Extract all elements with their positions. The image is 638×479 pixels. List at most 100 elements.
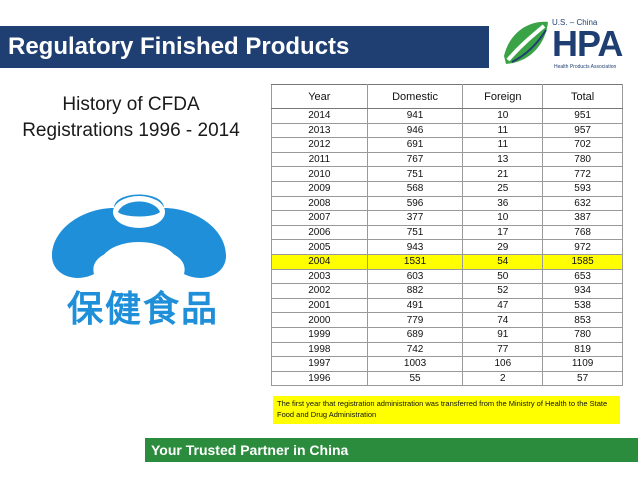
cfda-health-food-emblem: 保健食品 xyxy=(44,178,234,332)
cell-domestic: 377 xyxy=(366,210,464,226)
table-row: 2000 779 74 853 xyxy=(271,312,623,328)
cell-year: 1997 xyxy=(271,356,368,372)
cell-foreign: 11 xyxy=(462,123,544,139)
cell-year: 2013 xyxy=(271,123,368,139)
cell-year: 2012 xyxy=(271,137,368,153)
cell-total: 593 xyxy=(542,181,623,197)
cell-total: 934 xyxy=(542,283,623,299)
table-row: 2004 1531 54 1585 xyxy=(271,254,623,270)
cell-domestic: 691 xyxy=(366,137,464,153)
cell-foreign: 106 xyxy=(462,356,544,372)
cell-total: 1585 xyxy=(542,254,623,270)
cell-domestic: 943 xyxy=(366,239,464,255)
cfda-health-food-emblem-icon xyxy=(52,194,226,278)
footer-bar: Your Trusted Partner in China xyxy=(145,438,638,462)
cell-foreign: 74 xyxy=(462,312,544,328)
cell-total: 632 xyxy=(542,196,623,212)
cell-total: 702 xyxy=(542,137,623,153)
slide-title-bar: Regulatory Finished Products xyxy=(0,26,489,68)
cell-total: 951 xyxy=(542,108,623,124)
cell-foreign: 25 xyxy=(462,181,544,197)
cell-domestic: 946 xyxy=(366,123,464,139)
table-header-row: Year Domestic Foreign Total xyxy=(271,84,623,109)
cell-foreign: 29 xyxy=(462,239,544,255)
cell-total: 957 xyxy=(542,123,623,139)
logo-subtext: Health Products Association xyxy=(554,64,617,70)
cell-total: 780 xyxy=(542,327,623,343)
cell-year: 1996 xyxy=(271,371,368,387)
table-row: 2010 751 21 772 xyxy=(271,166,623,182)
cell-foreign: 36 xyxy=(462,196,544,212)
cell-total: 57 xyxy=(542,371,623,387)
table-row: 2003 603 50 653 xyxy=(271,269,623,285)
logo-wordmark: HPA xyxy=(552,23,623,64)
cell-foreign: 10 xyxy=(462,210,544,226)
cell-year: 2005 xyxy=(271,239,368,255)
cell-domestic: 941 xyxy=(366,108,464,124)
slide-title: Regulatory Finished Products xyxy=(8,33,350,60)
cell-domestic: 742 xyxy=(366,342,464,358)
table-row: 2006 751 17 768 xyxy=(271,225,623,241)
cell-total: 780 xyxy=(542,152,623,168)
table-row: 2011 767 13 780 xyxy=(271,152,623,168)
cell-year: 2006 xyxy=(271,225,368,241)
cell-foreign: 52 xyxy=(462,283,544,299)
subtitle-line-1: History of CFDA xyxy=(62,94,200,115)
table-row: 1996 55 2 57 xyxy=(271,371,623,387)
cell-total: 819 xyxy=(542,342,623,358)
cell-foreign: 91 xyxy=(462,327,544,343)
cell-domestic: 1003 xyxy=(366,356,464,372)
cell-foreign: 17 xyxy=(462,225,544,241)
hpa-logo: U.S. – China HPA Health Products Associa… xyxy=(502,14,632,74)
cell-total: 768 xyxy=(542,225,623,241)
table-row: 2008 596 36 632 xyxy=(271,196,623,212)
table-row: 1998 742 77 819 xyxy=(271,342,623,358)
cell-year: 2007 xyxy=(271,210,368,226)
cell-foreign: 11 xyxy=(462,137,544,153)
cell-foreign: 77 xyxy=(462,342,544,358)
cell-foreign: 50 xyxy=(462,269,544,285)
cell-domestic: 779 xyxy=(366,312,464,328)
registrations-table: Year Domestic Foreign Total 2014 941 10 951… xyxy=(271,84,623,387)
table-row: 2005 943 29 972 xyxy=(271,239,623,255)
table-row: 2012 691 11 702 xyxy=(271,137,623,153)
table-row: 2007 377 10 387 xyxy=(271,210,623,226)
table-row: 1999 689 91 780 xyxy=(271,327,623,343)
cell-year: 2002 xyxy=(271,283,368,299)
cell-year: 2014 xyxy=(271,108,368,124)
table-row: 2014 941 10 951 xyxy=(271,108,623,124)
header-total: Total xyxy=(542,84,623,109)
cell-year: 2004 xyxy=(271,254,368,270)
cell-domestic: 689 xyxy=(366,327,464,343)
hpa-leaf-icon xyxy=(504,21,548,64)
header-foreign: Foreign xyxy=(462,84,544,109)
cell-domestic: 1531 xyxy=(366,254,464,270)
subtitle-line-2: Registrations 1996 - 2014 xyxy=(22,120,240,141)
table-row: 2001 491 47 538 xyxy=(271,298,623,314)
cell-year: 2000 xyxy=(271,312,368,328)
cell-total: 1109 xyxy=(542,356,623,372)
chart-subtitle: History of CFDA Registrations 1996 - 201… xyxy=(0,92,262,144)
cell-year: 2011 xyxy=(271,152,368,168)
cell-domestic: 603 xyxy=(366,269,464,285)
cell-total: 772 xyxy=(542,166,623,182)
cell-total: 538 xyxy=(542,298,623,314)
cell-year: 2001 xyxy=(271,298,368,314)
cell-year: 1998 xyxy=(271,342,368,358)
cell-total: 853 xyxy=(542,312,623,328)
header-year: Year xyxy=(271,84,368,109)
cell-domestic: 882 xyxy=(366,283,464,299)
cell-total: 972 xyxy=(542,239,623,255)
cell-foreign: 21 xyxy=(462,166,544,182)
cell-domestic: 568 xyxy=(366,181,464,197)
cell-foreign: 54 xyxy=(462,254,544,270)
table-row: 1997 1003 106 1109 xyxy=(271,356,623,372)
cell-year: 2008 xyxy=(271,196,368,212)
footer-tagline: Your Trusted Partner in China xyxy=(151,442,349,458)
cell-year: 1999 xyxy=(271,327,368,343)
header-domestic: Domestic xyxy=(366,84,464,109)
cell-domestic: 751 xyxy=(366,166,464,182)
table-row: 2013 946 11 957 xyxy=(271,123,623,139)
cell-foreign: 10 xyxy=(462,108,544,124)
cell-foreign: 2 xyxy=(462,371,544,387)
